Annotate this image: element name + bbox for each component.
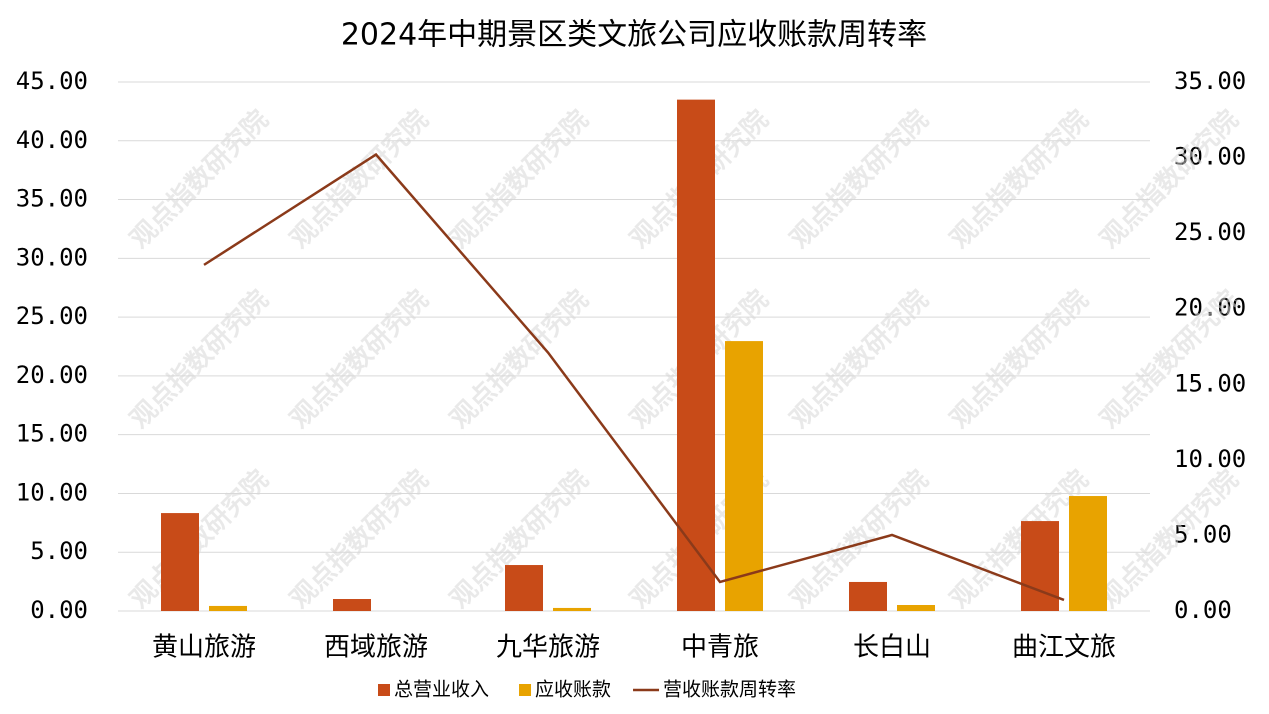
legend-label: 总营业收入 (394, 679, 489, 701)
y2-tick-label: 25.00 (1174, 218, 1246, 246)
y2-tick-label: 35.00 (1174, 67, 1246, 95)
bar (553, 607, 591, 611)
y-tick-label: 15.00 (16, 420, 88, 448)
legend-swatch (519, 684, 532, 696)
watermark: 观点指数研究院 (444, 284, 595, 435)
chart-title: 2024年中期景区类文旅公司应收账款周转率 (341, 18, 927, 53)
y2-tick-label: 0.00 (1174, 596, 1232, 624)
x-tick-label: 黄山旅游 (152, 633, 256, 663)
watermark: 观点指数研究院 (1094, 284, 1245, 435)
x-tick-label: 长白山 (853, 633, 931, 663)
y-tick-label: 30.00 (16, 243, 88, 271)
watermark: 观点指数研究院 (124, 284, 275, 435)
y2-tick-label: 30.00 (1174, 143, 1246, 171)
y-tick-label: 45.00 (16, 67, 88, 95)
bar (209, 605, 247, 611)
watermark: 观点指数研究院 (284, 284, 435, 435)
y-tick-label: 40.00 (16, 126, 88, 154)
y-tick-label: 0.00 (30, 596, 88, 624)
bar (1021, 521, 1059, 611)
bar (897, 605, 935, 611)
x-tick-label: 中青旅 (681, 633, 759, 663)
y2-tick-label: 10.00 (1174, 445, 1246, 473)
bar (505, 565, 543, 611)
watermark: 观点指数研究院 (284, 464, 435, 615)
legend-label: 营收账款周转率 (663, 679, 796, 701)
bar (677, 99, 715, 611)
watermark: 观点指数研究院 (944, 284, 1095, 435)
x-tick-label: 西域旅游 (324, 633, 428, 663)
watermark: 观点指数研究院 (784, 104, 935, 255)
y2-tick-label: 15.00 (1174, 369, 1246, 397)
line (203, 152, 1065, 602)
watermark: 观点指数研究院 (284, 104, 435, 255)
bar (1069, 496, 1107, 611)
y2-tick-label: 5.00 (1174, 520, 1232, 548)
x-tick-label: 曲江文旅 (1012, 633, 1116, 663)
watermark: 观点指数研究院 (944, 104, 1095, 255)
legend-label: 应收账款 (535, 679, 611, 701)
watermark: 观点指数研究院 (124, 104, 275, 255)
bar (333, 599, 371, 611)
y-tick-label: 20.00 (16, 361, 88, 389)
watermark: 观点指数研究院 (444, 104, 595, 255)
watermark: 观点指数研究院 (784, 284, 935, 435)
y-tick-label: 35.00 (16, 185, 88, 213)
bar (725, 341, 763, 611)
y-tick-label: 5.00 (30, 537, 88, 565)
y-tick-label: 10.00 (16, 478, 88, 506)
y2-tick-label: 20.00 (1174, 294, 1246, 322)
bar (161, 513, 199, 611)
watermark: 观点指数研究院 (124, 464, 275, 615)
y-tick-label: 25.00 (16, 302, 88, 330)
x-tick-label: 九华旅游 (496, 633, 600, 663)
legend-swatch (378, 684, 390, 696)
bar (849, 581, 887, 611)
